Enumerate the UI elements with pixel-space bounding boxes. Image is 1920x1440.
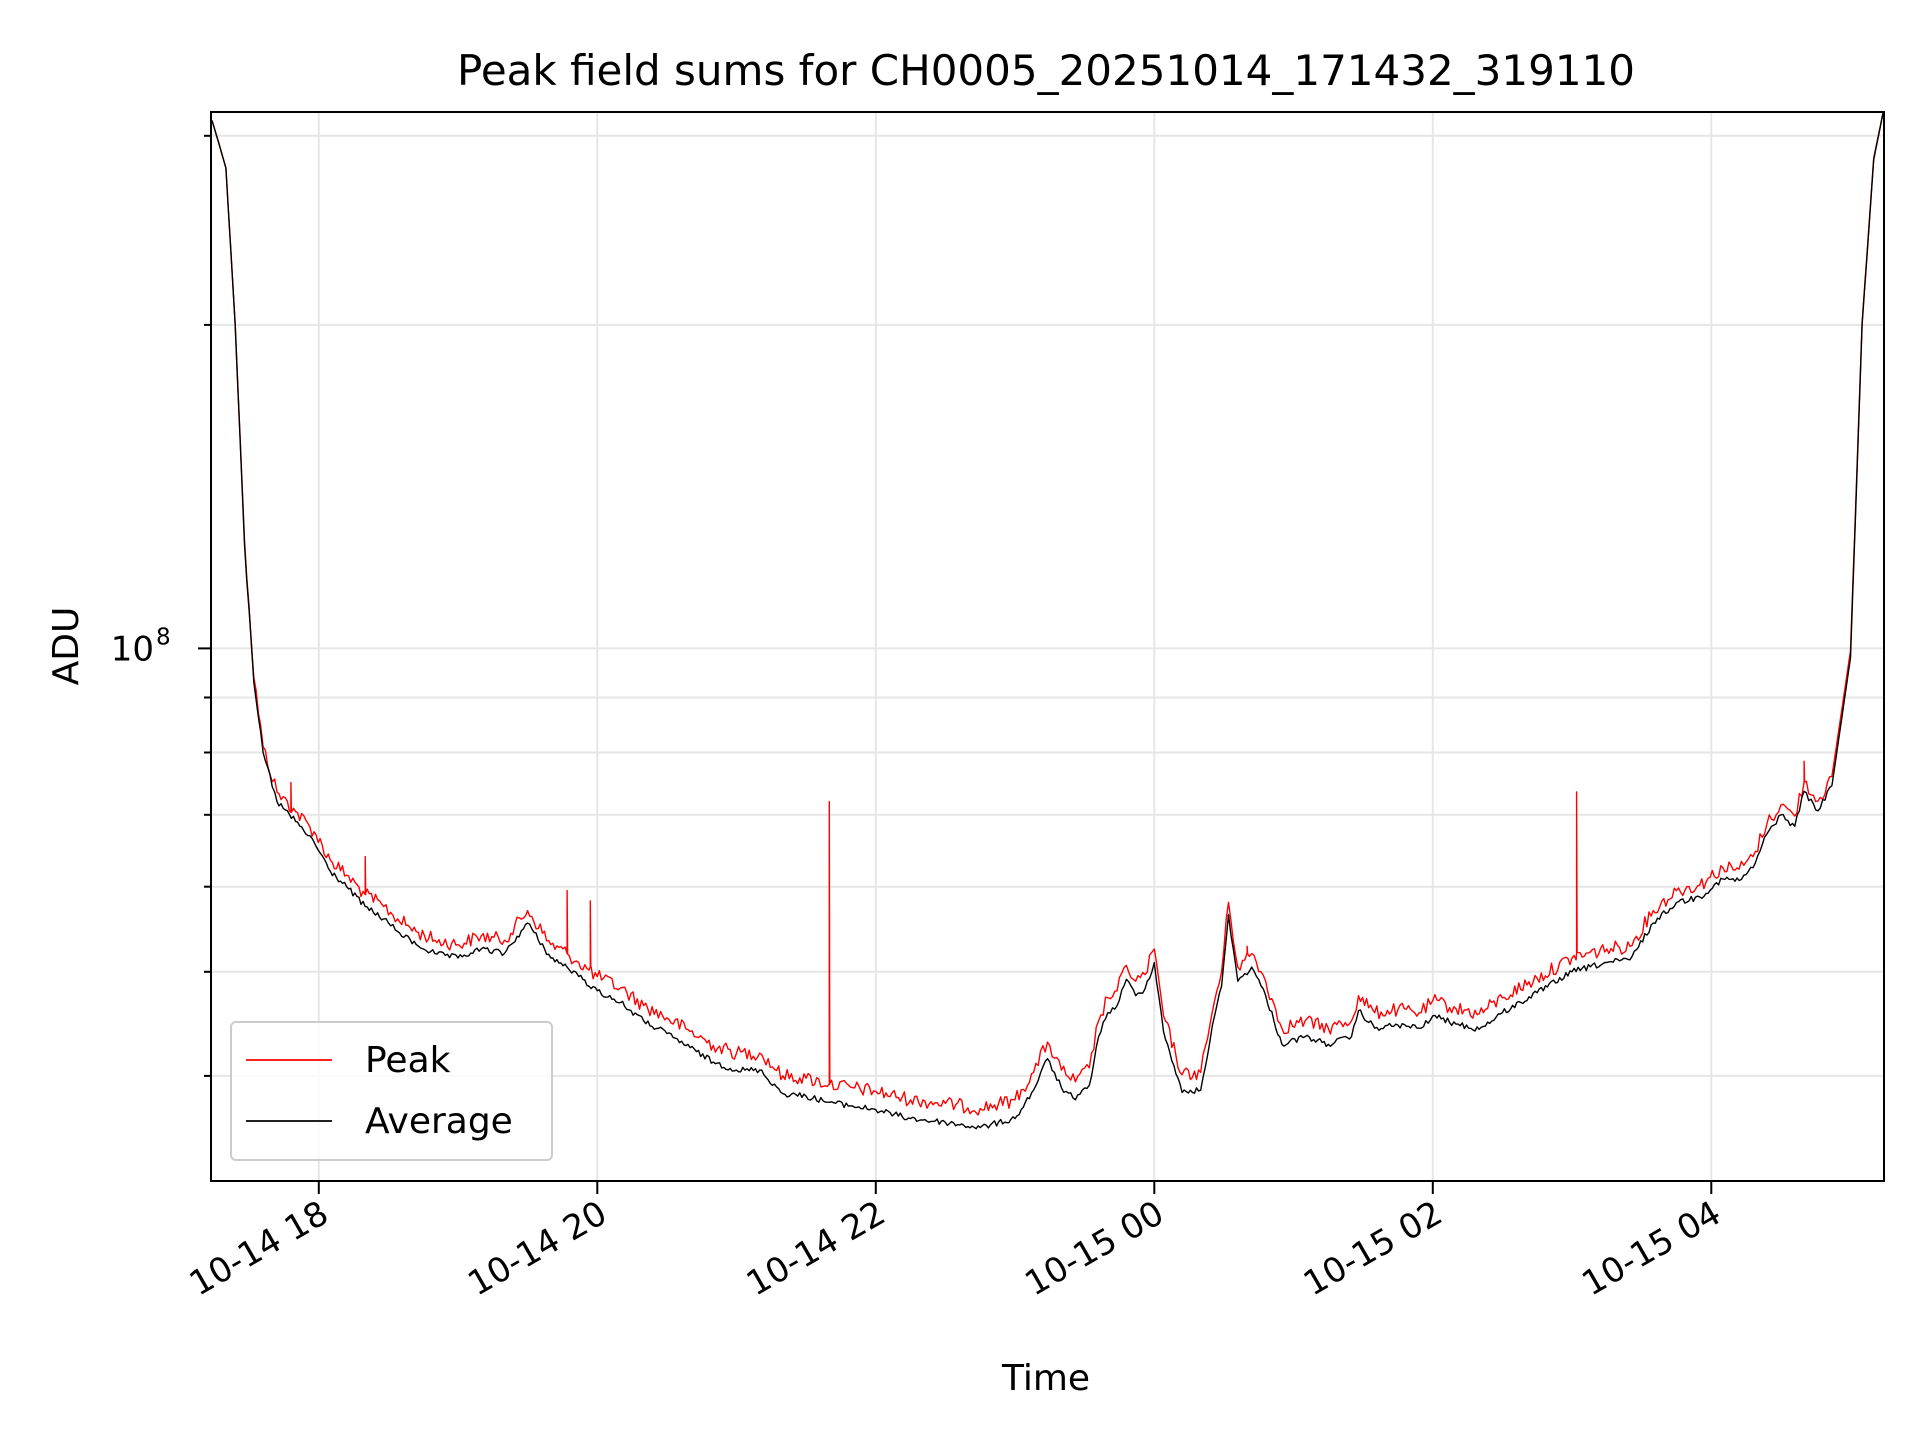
x-tick-label: 10-15 00 [1018,1193,1170,1304]
legend-peak-label: Peak [365,1040,451,1081]
y-tick-label-exponent: 8 [156,624,171,650]
average-series-line [211,112,1884,1130]
grid [212,113,1883,1180]
peak-series-line [211,112,1884,1116]
y-axis: 10 8 [111,134,212,1077]
x-tick-label: 10-15 04 [1575,1193,1727,1304]
y-axis-label: ADU [46,607,87,686]
x-tick-label: 10-15 02 [1297,1193,1449,1304]
x-tick-label: 10-14 18 [183,1193,335,1304]
legend-average-label: Average [365,1101,513,1142]
legend-box [230,1021,553,1161]
x-axis: 10-14 18 10-14 20 10-14 22 10-15 00 10-15 02… [183,1180,1728,1304]
plot-frame [210,111,1885,1182]
x-axis-label: Time [1001,1358,1090,1399]
y-tick-label: 10 [111,629,154,669]
x-tick-label: 10-14 22 [740,1193,892,1304]
series-lines [211,112,1884,1130]
chart-title: Peak field sums for CH0005_20251014_1714… [457,46,1635,95]
x-tick-label: 10-14 20 [461,1193,613,1304]
legend: Peak Average [230,1021,553,1161]
